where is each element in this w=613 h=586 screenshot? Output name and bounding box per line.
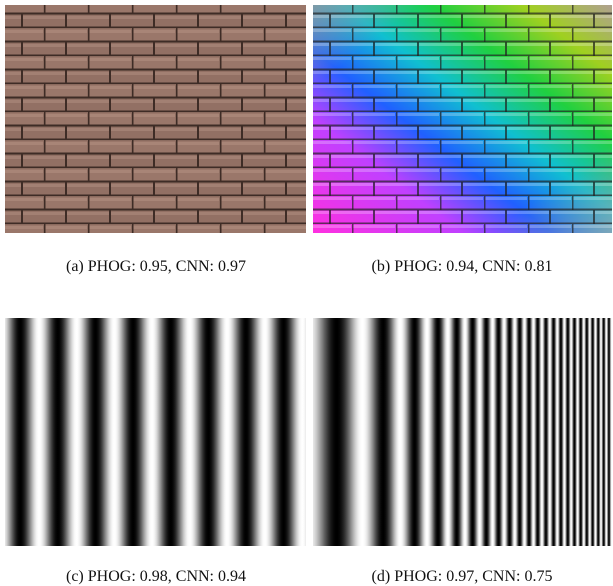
caption: (b) PHOG: 0.94, CNN: 0.81 <box>372 258 553 275</box>
sinusoid-texture <box>5 318 306 546</box>
figure: (a) PHOG: 0.95, CNN: 0.97 (b) PHOG: 0.94… <box>0 0 613 586</box>
chirp-texture <box>313 318 612 546</box>
caption: (c) PHOG: 0.98, CNN: 0.94 <box>66 568 246 585</box>
colored-brick-texture <box>313 5 612 233</box>
brick-texture <box>5 5 306 233</box>
caption: (d) PHOG: 0.97, CNN: 0.75 <box>372 568 553 585</box>
caption: (a) PHOG: 0.95, CNN: 0.97 <box>66 258 246 275</box>
